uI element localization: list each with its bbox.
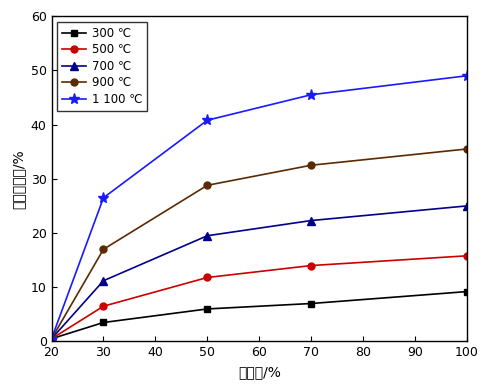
Line: 900 ℃: 900 ℃	[48, 145, 470, 342]
700 ℃	[49, 337, 54, 341]
300 ℃	[49, 337, 54, 341]
500 ℃	[100, 304, 106, 308]
500 ℃	[204, 275, 210, 280]
300 ℃	[464, 289, 470, 294]
900 ℃	[100, 247, 106, 252]
700 ℃	[464, 204, 470, 208]
Y-axis label: 燃料节约率/%: 燃料节约率/%	[11, 149, 25, 209]
Line: 500 ℃: 500 ℃	[48, 252, 470, 342]
900 ℃	[49, 337, 54, 341]
1 100 ℃	[49, 337, 54, 341]
300 ℃	[100, 320, 106, 325]
Line: 300 ℃: 300 ℃	[48, 288, 470, 342]
300 ℃	[308, 301, 314, 306]
500 ℃	[464, 254, 470, 258]
1 100 ℃	[204, 118, 210, 122]
700 ℃	[308, 218, 314, 223]
900 ℃	[464, 147, 470, 151]
700 ℃	[100, 278, 106, 283]
1 100 ℃	[100, 195, 106, 200]
300 ℃	[204, 307, 210, 311]
700 ℃	[204, 233, 210, 238]
1 100 ℃	[308, 92, 314, 97]
Legend: 300 ℃, 500 ℃, 700 ℃, 900 ℃, 1 100 ℃: 300 ℃, 500 ℃, 700 ℃, 900 ℃, 1 100 ℃	[57, 22, 147, 111]
Line: 700 ℃: 700 ℃	[48, 202, 471, 343]
Line: 1 100 ℃: 1 100 ℃	[46, 70, 472, 344]
1 100 ℃	[464, 73, 470, 78]
X-axis label: 富氧率/%: 富氧率/%	[238, 365, 281, 379]
500 ℃	[49, 337, 54, 341]
900 ℃	[204, 183, 210, 188]
900 ℃	[308, 163, 314, 168]
500 ℃	[308, 263, 314, 268]
